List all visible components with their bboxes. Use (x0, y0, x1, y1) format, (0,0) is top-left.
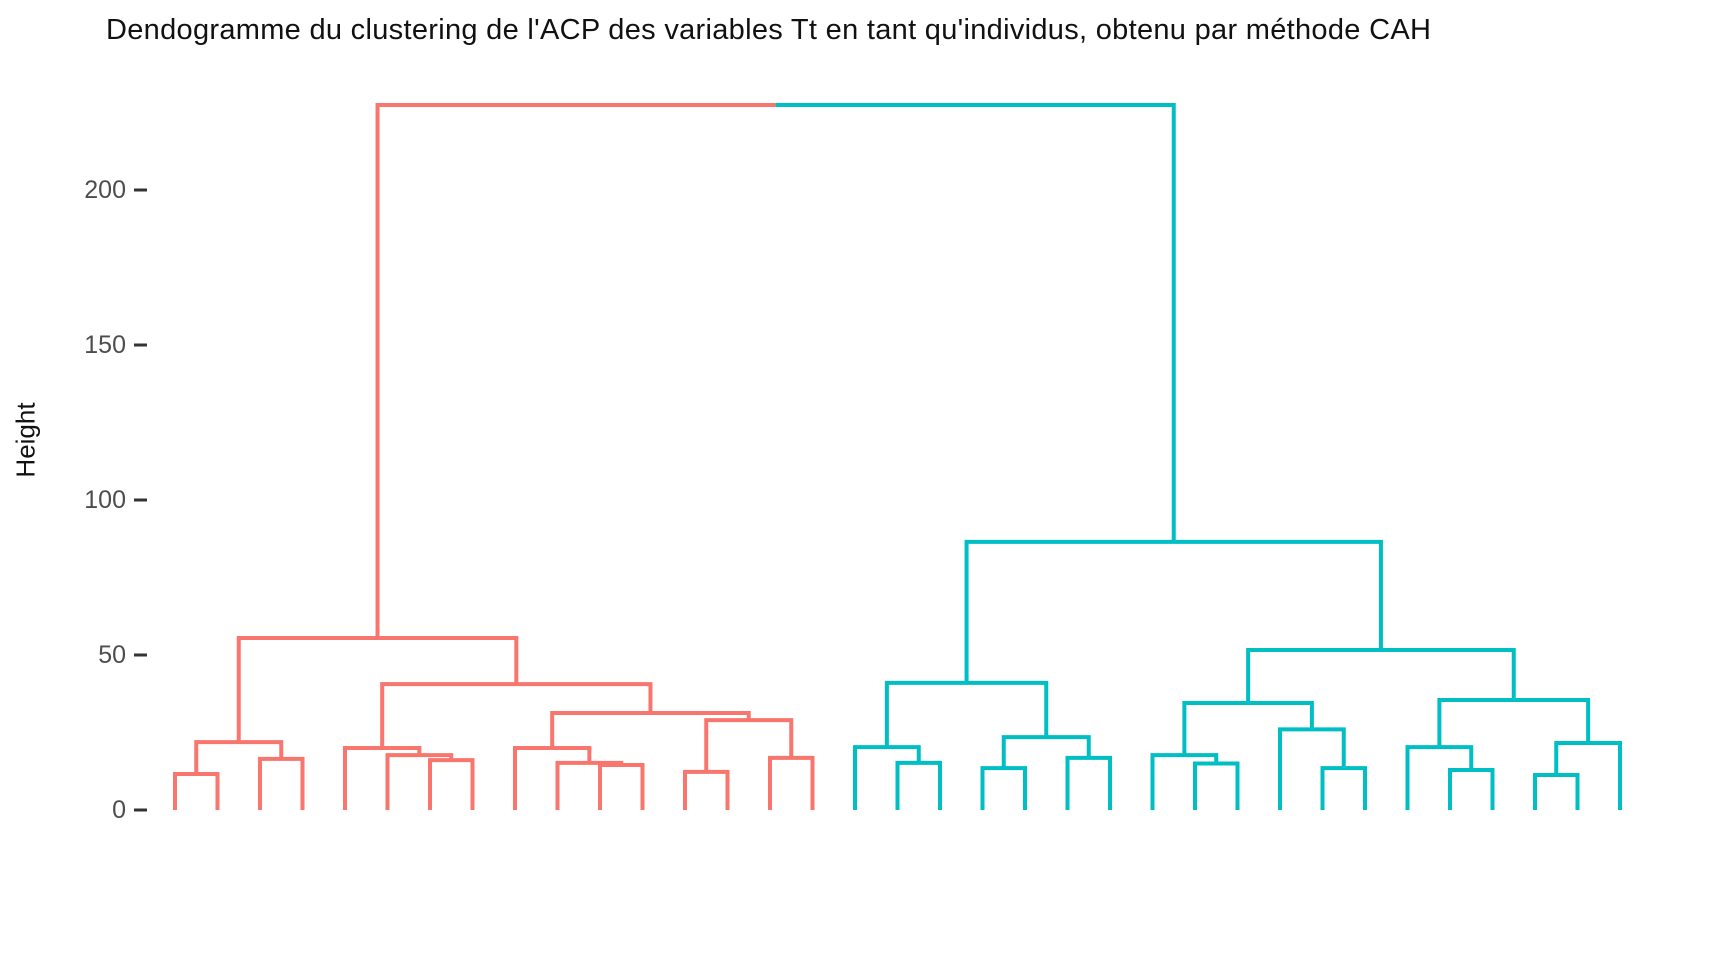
dendro-segment-cluster-1-left (343, 746, 422, 810)
dendro-segment-cluster-1-left (428, 758, 475, 810)
dendro-root-segment-right (775, 103, 1176, 542)
dendro-segment-cluster-2-right (1320, 766, 1367, 810)
y-tick-label: 200 (84, 176, 126, 204)
dendro-segment-cluster-2-right (980, 766, 1027, 810)
dendro-segment-cluster-2-right (1533, 772, 1580, 810)
y-tick-label: 100 (84, 486, 126, 514)
dendro-segment-cluster-1-left (513, 746, 592, 810)
dendro-segment-cluster-1-left (598, 763, 645, 810)
y-axis-ticks (134, 188, 147, 812)
dendro-segment-cluster-1-left (173, 772, 220, 810)
dendro-segment-cluster-1-left (258, 756, 305, 810)
y-tick-label: 150 (84, 331, 126, 359)
dendro-segment-cluster-2-right (1193, 761, 1240, 810)
dendro-segment-cluster-1-left (385, 753, 454, 810)
dendro-segment-cluster-1-left (768, 755, 815, 810)
dendro-segment-cluster-2-right (964, 539, 1383, 683)
dendro-segment-cluster-1-left (683, 769, 730, 810)
y-tick-label: 50 (98, 641, 126, 669)
y-tick-label: 0 (112, 796, 126, 824)
chart-title: Dendogramme du clustering de l'ACP des v… (106, 14, 1432, 46)
dendro-segment-cluster-1-left (236, 635, 519, 743)
dendro-segment-cluster-2-right (895, 760, 942, 810)
dendro-root-segment-left (375, 103, 776, 638)
dendro-segment-cluster-2-right (1246, 648, 1516, 704)
dendro-segment-cluster-1-left (704, 718, 794, 772)
dendro-segment-cluster-1-left (555, 760, 624, 810)
dendro-segment-cluster-1-left (380, 682, 653, 748)
dendro-segment-cluster-2-right (1437, 697, 1591, 748)
dendrogram-tree (173, 103, 1622, 810)
dendro-segment-cluster-2-right (1065, 755, 1112, 810)
dendro-segment-cluster-2-right (1001, 735, 1091, 769)
dendro-segment-cluster-2-right (853, 745, 921, 810)
dendro-segment-cluster-2-right (1405, 745, 1474, 810)
dendro-segment-cluster-2-right (1448, 768, 1495, 810)
